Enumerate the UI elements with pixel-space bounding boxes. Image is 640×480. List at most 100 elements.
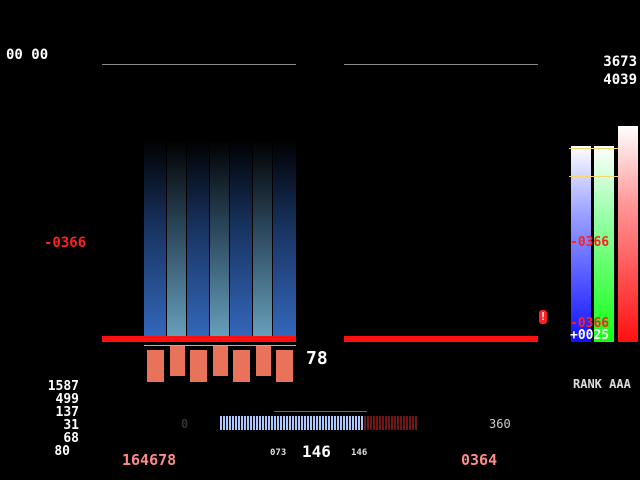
lane-6 bbox=[253, 140, 272, 340]
target-score: 4039 bbox=[603, 72, 637, 88]
gauge-tick bbox=[391, 416, 393, 430]
gauge-tick bbox=[406, 416, 408, 430]
gauge-tick bbox=[313, 416, 315, 430]
gauge-tick bbox=[232, 416, 234, 430]
gauge-tick bbox=[376, 416, 378, 430]
gauge-tick bbox=[337, 416, 339, 430]
gauge-tick bbox=[409, 416, 411, 430]
key-7 bbox=[276, 350, 293, 382]
gauge-tick bbox=[304, 416, 306, 430]
graph-bar-target bbox=[618, 126, 638, 342]
gauge-tick bbox=[253, 416, 255, 430]
judge-line-2p bbox=[344, 336, 538, 342]
lane-top-border-left bbox=[102, 64, 296, 65]
gauge-tick bbox=[319, 416, 321, 430]
gauge-tick bbox=[280, 416, 282, 430]
judge-count-bad: 31 bbox=[63, 418, 79, 433]
gauge-tick bbox=[220, 416, 222, 430]
gauge-tick bbox=[397, 416, 399, 430]
graph-plus: +0025 bbox=[570, 328, 610, 343]
gauge-tick bbox=[241, 416, 243, 430]
gauge-tick bbox=[235, 416, 237, 430]
gauge-tick bbox=[325, 416, 327, 430]
gauge-tick bbox=[271, 416, 273, 430]
green-number: 146 bbox=[302, 442, 331, 461]
groove-gauge-top-line bbox=[274, 411, 367, 412]
key-5 bbox=[233, 350, 250, 382]
gauge-tick bbox=[229, 416, 231, 430]
judge-count-combo-break: 80 bbox=[54, 444, 70, 459]
graph-bar-you bbox=[571, 146, 591, 342]
gauge-tick bbox=[403, 416, 405, 430]
gauge-tick bbox=[247, 416, 249, 430]
gauge-tick bbox=[223, 416, 225, 430]
gauge-tick bbox=[268, 416, 270, 430]
gauge-max: 360 bbox=[489, 417, 511, 431]
lane-3 bbox=[187, 140, 209, 340]
lane-2 bbox=[167, 140, 186, 340]
gauge-tick bbox=[394, 416, 396, 430]
rank-label: RANK AAA bbox=[573, 377, 631, 391]
key-3 bbox=[190, 350, 207, 382]
combo-counter: 78 bbox=[306, 348, 328, 369]
judge-diff: -0366 bbox=[44, 235, 87, 251]
gauge-tick bbox=[238, 416, 240, 430]
gauge-tick bbox=[415, 416, 417, 430]
gauge-tick bbox=[277, 416, 279, 430]
lane-5 bbox=[230, 140, 252, 340]
gauge-tick bbox=[412, 416, 414, 430]
gauge-tick bbox=[349, 416, 351, 430]
lane-1 bbox=[144, 140, 166, 340]
gauge-tick bbox=[256, 416, 258, 430]
gauge-tick bbox=[286, 416, 288, 430]
gauge-tick bbox=[358, 416, 360, 430]
gauge-tick bbox=[259, 416, 261, 430]
score-display: 164678 bbox=[122, 451, 177, 469]
ex-score: 3673 bbox=[603, 54, 637, 70]
gauge-tick bbox=[307, 416, 309, 430]
gauge-tick bbox=[352, 416, 354, 430]
gauge-tick bbox=[370, 416, 372, 430]
gauge-tick bbox=[379, 416, 381, 430]
judge-line-1p bbox=[102, 336, 296, 342]
timer: 00 00 bbox=[6, 47, 49, 63]
gauge-tick bbox=[343, 416, 345, 430]
judge-count-pgreat: 1587 bbox=[47, 379, 79, 394]
lane-top-border-right bbox=[344, 64, 538, 65]
gauge-tick bbox=[250, 416, 252, 430]
judge-count-good: 137 bbox=[55, 405, 79, 420]
gauge-tick bbox=[295, 416, 297, 430]
gauge-tick bbox=[310, 416, 312, 430]
judge-count-poor: 68 bbox=[63, 431, 79, 446]
gauge-tick bbox=[367, 416, 369, 430]
gauge-tick bbox=[355, 416, 357, 430]
graph-bar-best bbox=[594, 146, 614, 342]
gauge-tick bbox=[262, 416, 264, 430]
lane-7 bbox=[273, 140, 296, 340]
hs-high: 146 bbox=[351, 448, 368, 458]
graph-diff-bottom: -0366 bbox=[570, 316, 610, 331]
gauge-tick bbox=[226, 416, 228, 430]
gauge-tick bbox=[289, 416, 291, 430]
hs-low: 073 bbox=[270, 448, 287, 458]
gauge-tick bbox=[328, 416, 330, 430]
gauge-tick bbox=[340, 416, 342, 430]
key-1 bbox=[147, 350, 164, 382]
judge-count-great: 499 bbox=[55, 392, 79, 407]
groove-gauge bbox=[220, 416, 417, 430]
graph-grade-line-a bbox=[569, 148, 618, 149]
gauge-tick bbox=[283, 416, 285, 430]
gauge-tick bbox=[244, 416, 246, 430]
lane-4 bbox=[210, 140, 229, 340]
gauge-tick bbox=[265, 416, 267, 430]
gauge-tick bbox=[322, 416, 324, 430]
gauge-tick bbox=[334, 416, 336, 430]
gauge-tick bbox=[361, 416, 363, 430]
gauge-tick bbox=[364, 416, 366, 430]
key-cap bbox=[144, 345, 296, 346]
gauge-tick bbox=[382, 416, 384, 430]
gauge-tick bbox=[298, 416, 300, 430]
gauge-tick bbox=[301, 416, 303, 430]
key-6 bbox=[256, 346, 271, 376]
key-4 bbox=[213, 346, 228, 376]
